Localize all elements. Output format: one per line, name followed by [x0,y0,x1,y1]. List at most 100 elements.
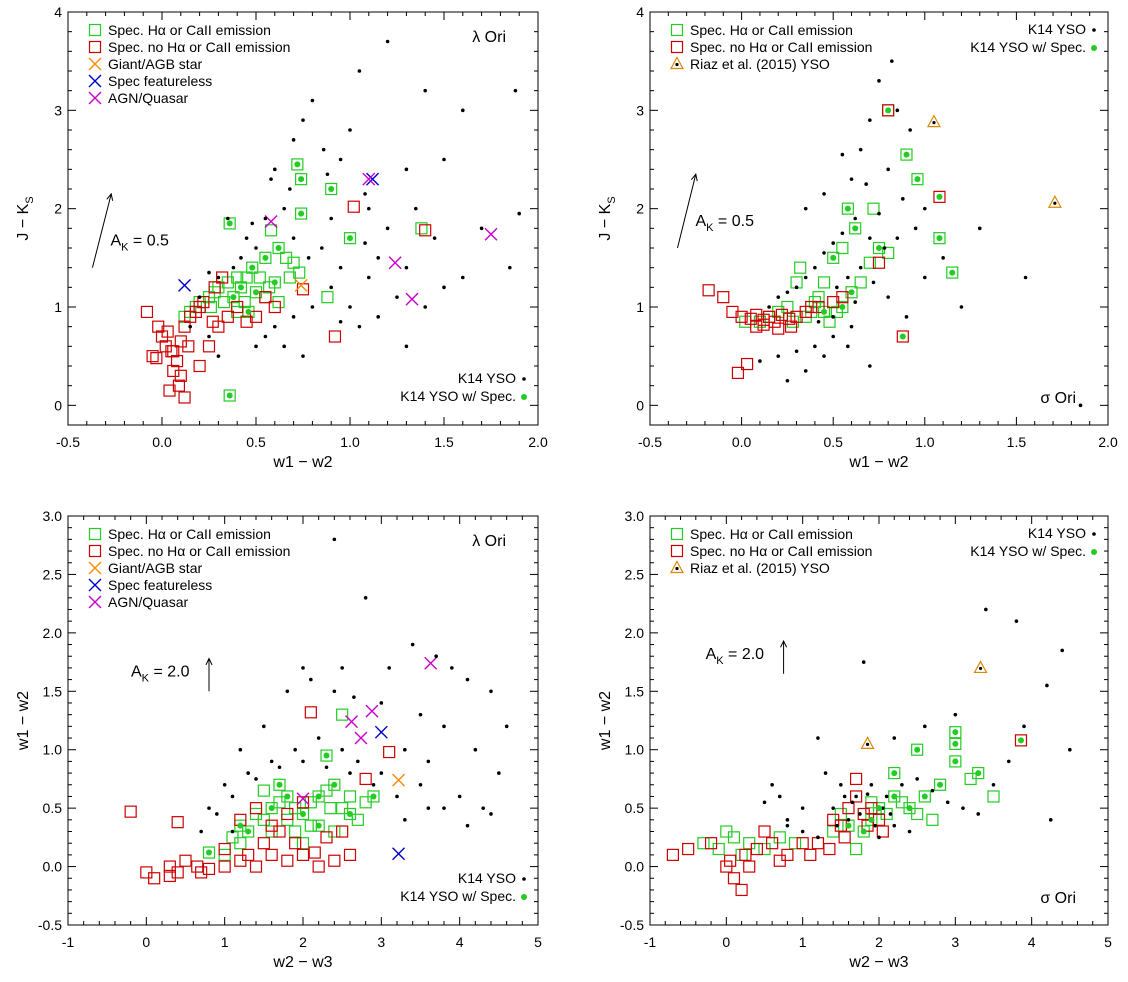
data-point [845,822,852,829]
legend-label: Giant/AGB star [108,56,202,72]
data-point [757,318,770,331]
data-point [803,275,808,280]
data-point [365,704,379,718]
data-point [269,177,273,181]
legend-marker [88,57,102,71]
x-tick-label: 0.5 [823,434,843,450]
data-point [146,350,159,363]
legend-k14-marker [522,877,526,881]
x-tick-label: -1 [644,934,657,950]
data-point [849,772,863,786]
y-tick-label: 1.5 [43,683,63,699]
data-point [363,596,368,600]
data-point [852,225,859,232]
data-point [383,745,396,759]
data-point [776,354,781,358]
extinction-label-value: = 0.5 [713,213,754,230]
data-point [268,300,281,314]
y-tick-label: 1 [636,299,644,315]
data-point [238,747,243,752]
data-point [362,172,376,186]
data-point [254,777,258,781]
y-tick-label: 1 [54,299,62,315]
data-point [975,770,982,777]
data-point [392,847,406,861]
legend-k14-marker [1092,532,1096,536]
data-point [376,256,381,260]
data-point [379,771,384,775]
data-point [911,173,924,186]
extinction-label: AK = 2.0 [131,664,190,685]
data-point [296,796,310,809]
data-point [354,731,368,745]
x-tick-label: 3 [951,934,959,950]
legend-label: Spec. no Hα or CaII emission [690,543,872,559]
data-point [849,842,863,856]
data-point [853,300,857,304]
data-point [296,807,310,821]
x-tick-label: 2.0 [1098,434,1118,450]
data-point [822,251,826,255]
data-point-center [932,121,936,125]
data-point [743,860,756,873]
data-point [461,275,465,280]
data-point [904,315,909,319]
data-point [343,848,357,861]
legend-marker [88,527,102,541]
data-point [253,271,266,284]
data-point [953,712,958,717]
data-point-center [1053,201,1057,205]
data-point [178,391,191,404]
data-point [301,118,305,122]
data-point [836,241,849,255]
data-point [405,292,419,306]
data-point [785,823,790,828]
data-point [328,778,341,791]
data-point [265,848,278,861]
data-point [216,275,221,280]
x-tick-label: -0.5 [638,434,662,450]
data-point [202,862,216,876]
data-point [949,269,956,276]
x-tick-label: 4 [1028,934,1036,950]
data-point [262,254,269,261]
data-point [785,290,790,295]
data-point [246,771,250,775]
y-axis-label-main: J − K [15,203,32,240]
data-point [991,782,996,787]
data-point [952,729,959,736]
x-tick-label: 2.0 [528,434,548,450]
region-label: λ Ori [472,29,506,46]
data-point [442,724,446,729]
data-point [785,818,790,822]
legend-k14: K14 YSO K14 YSO w/ Spec. [400,870,527,904]
data-point [231,300,244,314]
data-point [977,226,982,231]
data-point [877,79,881,83]
data-point [356,759,360,764]
y-tick-label: 3.0 [43,508,63,524]
legend-marker [669,56,685,70]
data-point [324,765,329,770]
data-point [863,256,876,269]
y-tick-label: 3 [636,102,644,118]
data-point [418,712,423,717]
data-point [803,369,808,373]
data-point [239,256,243,260]
y-tick-label: 0.5 [43,800,63,816]
data-point [442,285,446,290]
data-point [234,281,248,294]
data-point [245,828,252,835]
data-point [410,642,415,647]
data-point [208,281,221,294]
data-point [876,245,882,251]
x-tick-label: 1 [799,934,807,950]
data-point [230,829,235,834]
data-point [172,379,186,392]
data-point [254,246,258,250]
data-point [388,256,402,270]
panel-p4: -1 0 1 2 3 4 5 -0.5 0.0 0.5 1.0 1.5 2.0 2.5 3.0 w2 − w3… [597,508,1112,971]
data-point [739,848,752,861]
data-point [295,207,308,220]
extinction-label-main: A [110,233,121,250]
